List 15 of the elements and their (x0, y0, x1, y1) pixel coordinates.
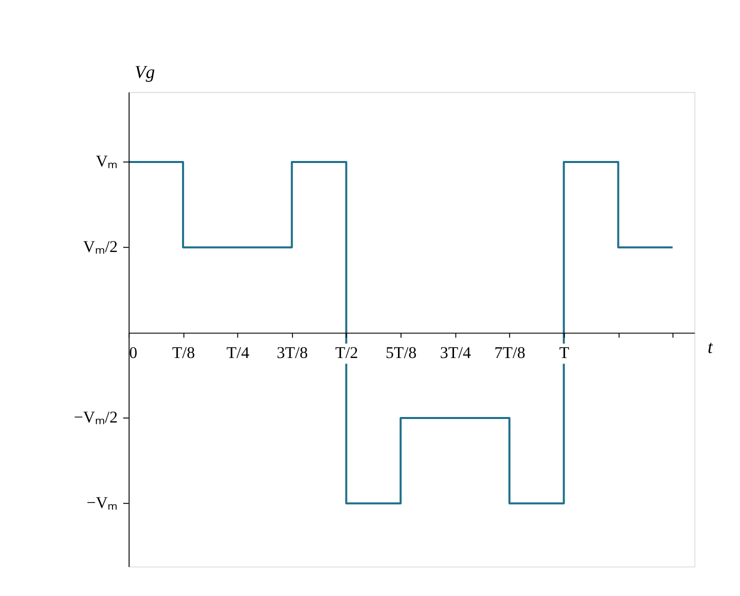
y-axis-title: Vg (134, 62, 155, 82)
text: −Vₘ (86, 492, 118, 512)
x-tick-label: 5T/8 (386, 342, 417, 362)
text: −Vₘ/2 (74, 408, 118, 427)
x-tick-label: T/8 (172, 342, 195, 362)
x-tick-label: 3T/4 (440, 342, 471, 362)
x-tick-label: T/4 (226, 342, 250, 362)
x-axis-title: t (708, 337, 714, 358)
x-tick-label: 3T/8 (276, 342, 308, 362)
x-tick-label: 7T/8 (494, 342, 526, 362)
text: Vₘ (96, 152, 118, 171)
x-tick-label: 0 (129, 342, 138, 362)
x-tick-label: T/2 (335, 342, 358, 362)
text: Vₘ/2 (83, 236, 118, 256)
x-tick-label: T (559, 342, 570, 362)
